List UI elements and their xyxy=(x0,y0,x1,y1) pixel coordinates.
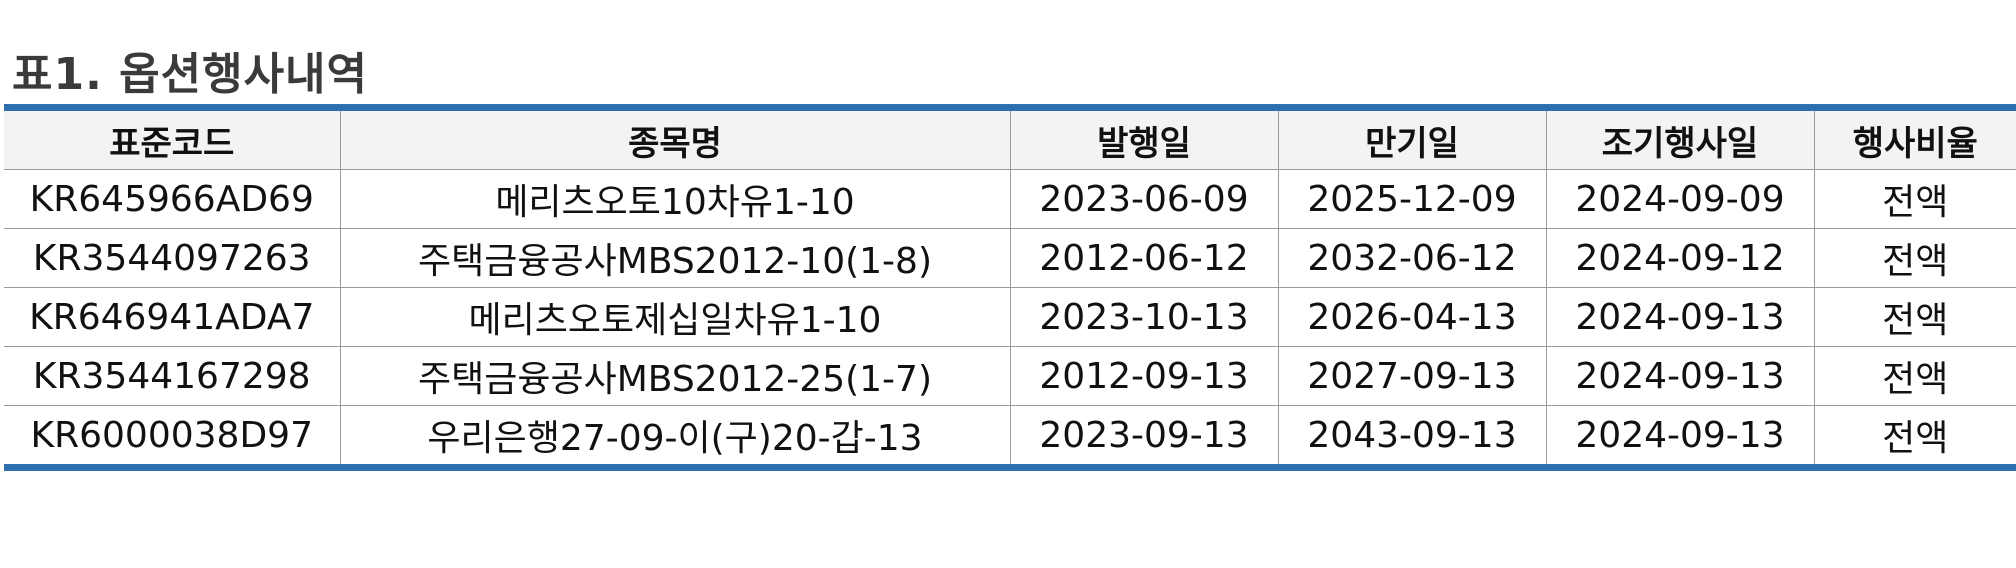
table-row: KR645966AD69 메리츠오토10차유1-10 2023-06-09 20… xyxy=(4,169,2016,229)
cell-exercise-ratio: 전액 xyxy=(1813,346,2016,406)
cell-maturity-date: 2026-04-13 xyxy=(1277,287,1546,347)
column-header-standard-code: 표준코드 xyxy=(4,107,340,170)
cell-issue-name: 우리은행27-09-이(구)20-갑-13 xyxy=(339,405,1010,468)
cell-issue-name: 메리츠오토10차유1-10 xyxy=(339,169,1010,229)
cell-early-exercise-date: 2024-09-09 xyxy=(1545,169,1814,229)
cell-early-exercise-date: 2024-09-12 xyxy=(1545,228,1814,288)
cell-issue-name: 주택금융공사MBS2012-25(1-7) xyxy=(339,346,1010,406)
column-header-issue-date: 발행일 xyxy=(1009,107,1278,170)
cell-issue-date: 2012-09-13 xyxy=(1009,346,1278,406)
cell-issue-name: 주택금융공사MBS2012-10(1-8) xyxy=(339,228,1010,288)
cell-maturity-date: 2025-12-09 xyxy=(1277,169,1546,229)
cell-maturity-date: 2043-09-13 xyxy=(1277,405,1546,468)
table-title: 표1. 옵션행사내역 xyxy=(12,49,369,100)
option-exercise-table: 표준코드 종목명 발행일 만기일 조기행사일 행사비율 KR645966AD69… xyxy=(4,104,2016,471)
cell-issue-date: 2023-10-13 xyxy=(1009,287,1278,347)
cell-standard-code: KR645966AD69 xyxy=(4,169,340,229)
cell-standard-code: KR3544097263 xyxy=(4,228,340,288)
table-row: KR646941ADA7 메리츠오토제십일차유1-10 2023-10-13 2… xyxy=(4,287,2016,347)
cell-issue-date: 2023-06-09 xyxy=(1009,169,1278,229)
cell-exercise-ratio: 전액 xyxy=(1813,228,2016,288)
cell-early-exercise-date: 2024-09-13 xyxy=(1545,346,1814,406)
cell-maturity-date: 2027-09-13 xyxy=(1277,346,1546,406)
option-exercise-table-container: 표준코드 종목명 발행일 만기일 조기행사일 행사비율 KR645966AD69… xyxy=(4,104,2016,471)
cell-exercise-ratio: 전액 xyxy=(1813,287,2016,347)
cell-standard-code: KR6000038D97 xyxy=(30,414,313,456)
table-row: KR6000038D97 우리은행27-09-이(구)20-갑-13 2023-… xyxy=(4,405,2016,468)
table-header: 표준코드 종목명 발행일 만기일 조기행사일 행사비율 xyxy=(4,107,2016,170)
header-row: 표준코드 종목명 발행일 만기일 조기행사일 행사비율 xyxy=(4,107,2016,170)
cell-issue-date: 2023-09-13 xyxy=(1009,405,1278,468)
cell-exercise-ratio: 전액 xyxy=(1813,405,2016,468)
cell-exercise-ratio: 전액 xyxy=(1813,169,2016,229)
column-header-exercise-ratio: 행사비율 xyxy=(1813,107,2016,170)
cell-maturity-date: 2032-06-12 xyxy=(1277,228,1546,288)
column-header-maturity-date: 만기일 xyxy=(1277,107,1546,170)
cell-standard-code: KR646941ADA7 xyxy=(4,287,340,347)
cell-early-exercise-date: 2024-09-13 xyxy=(1545,405,1814,468)
table-row: KR3544167298 주택금융공사MBS2012-25(1-7) 2012-… xyxy=(4,346,2016,406)
cell-issue-name: 메리츠오토제십일차유1-10 xyxy=(339,287,1010,347)
column-header-early-exercise-date: 조기행사일 xyxy=(1545,107,1814,170)
cell-issue-date: 2012-06-12 xyxy=(1009,228,1278,288)
table-row: KR3544097263 주택금융공사MBS2012-10(1-8) 2012-… xyxy=(4,228,2016,288)
column-header-issue-name: 종목명 xyxy=(339,107,1010,170)
table-body: KR645966AD69 메리츠오토10차유1-10 2023-06-09 20… xyxy=(4,169,2016,468)
cell-standard-code: KR3544167298 xyxy=(4,346,340,406)
cell-early-exercise-date: 2024-09-13 xyxy=(1545,287,1814,347)
